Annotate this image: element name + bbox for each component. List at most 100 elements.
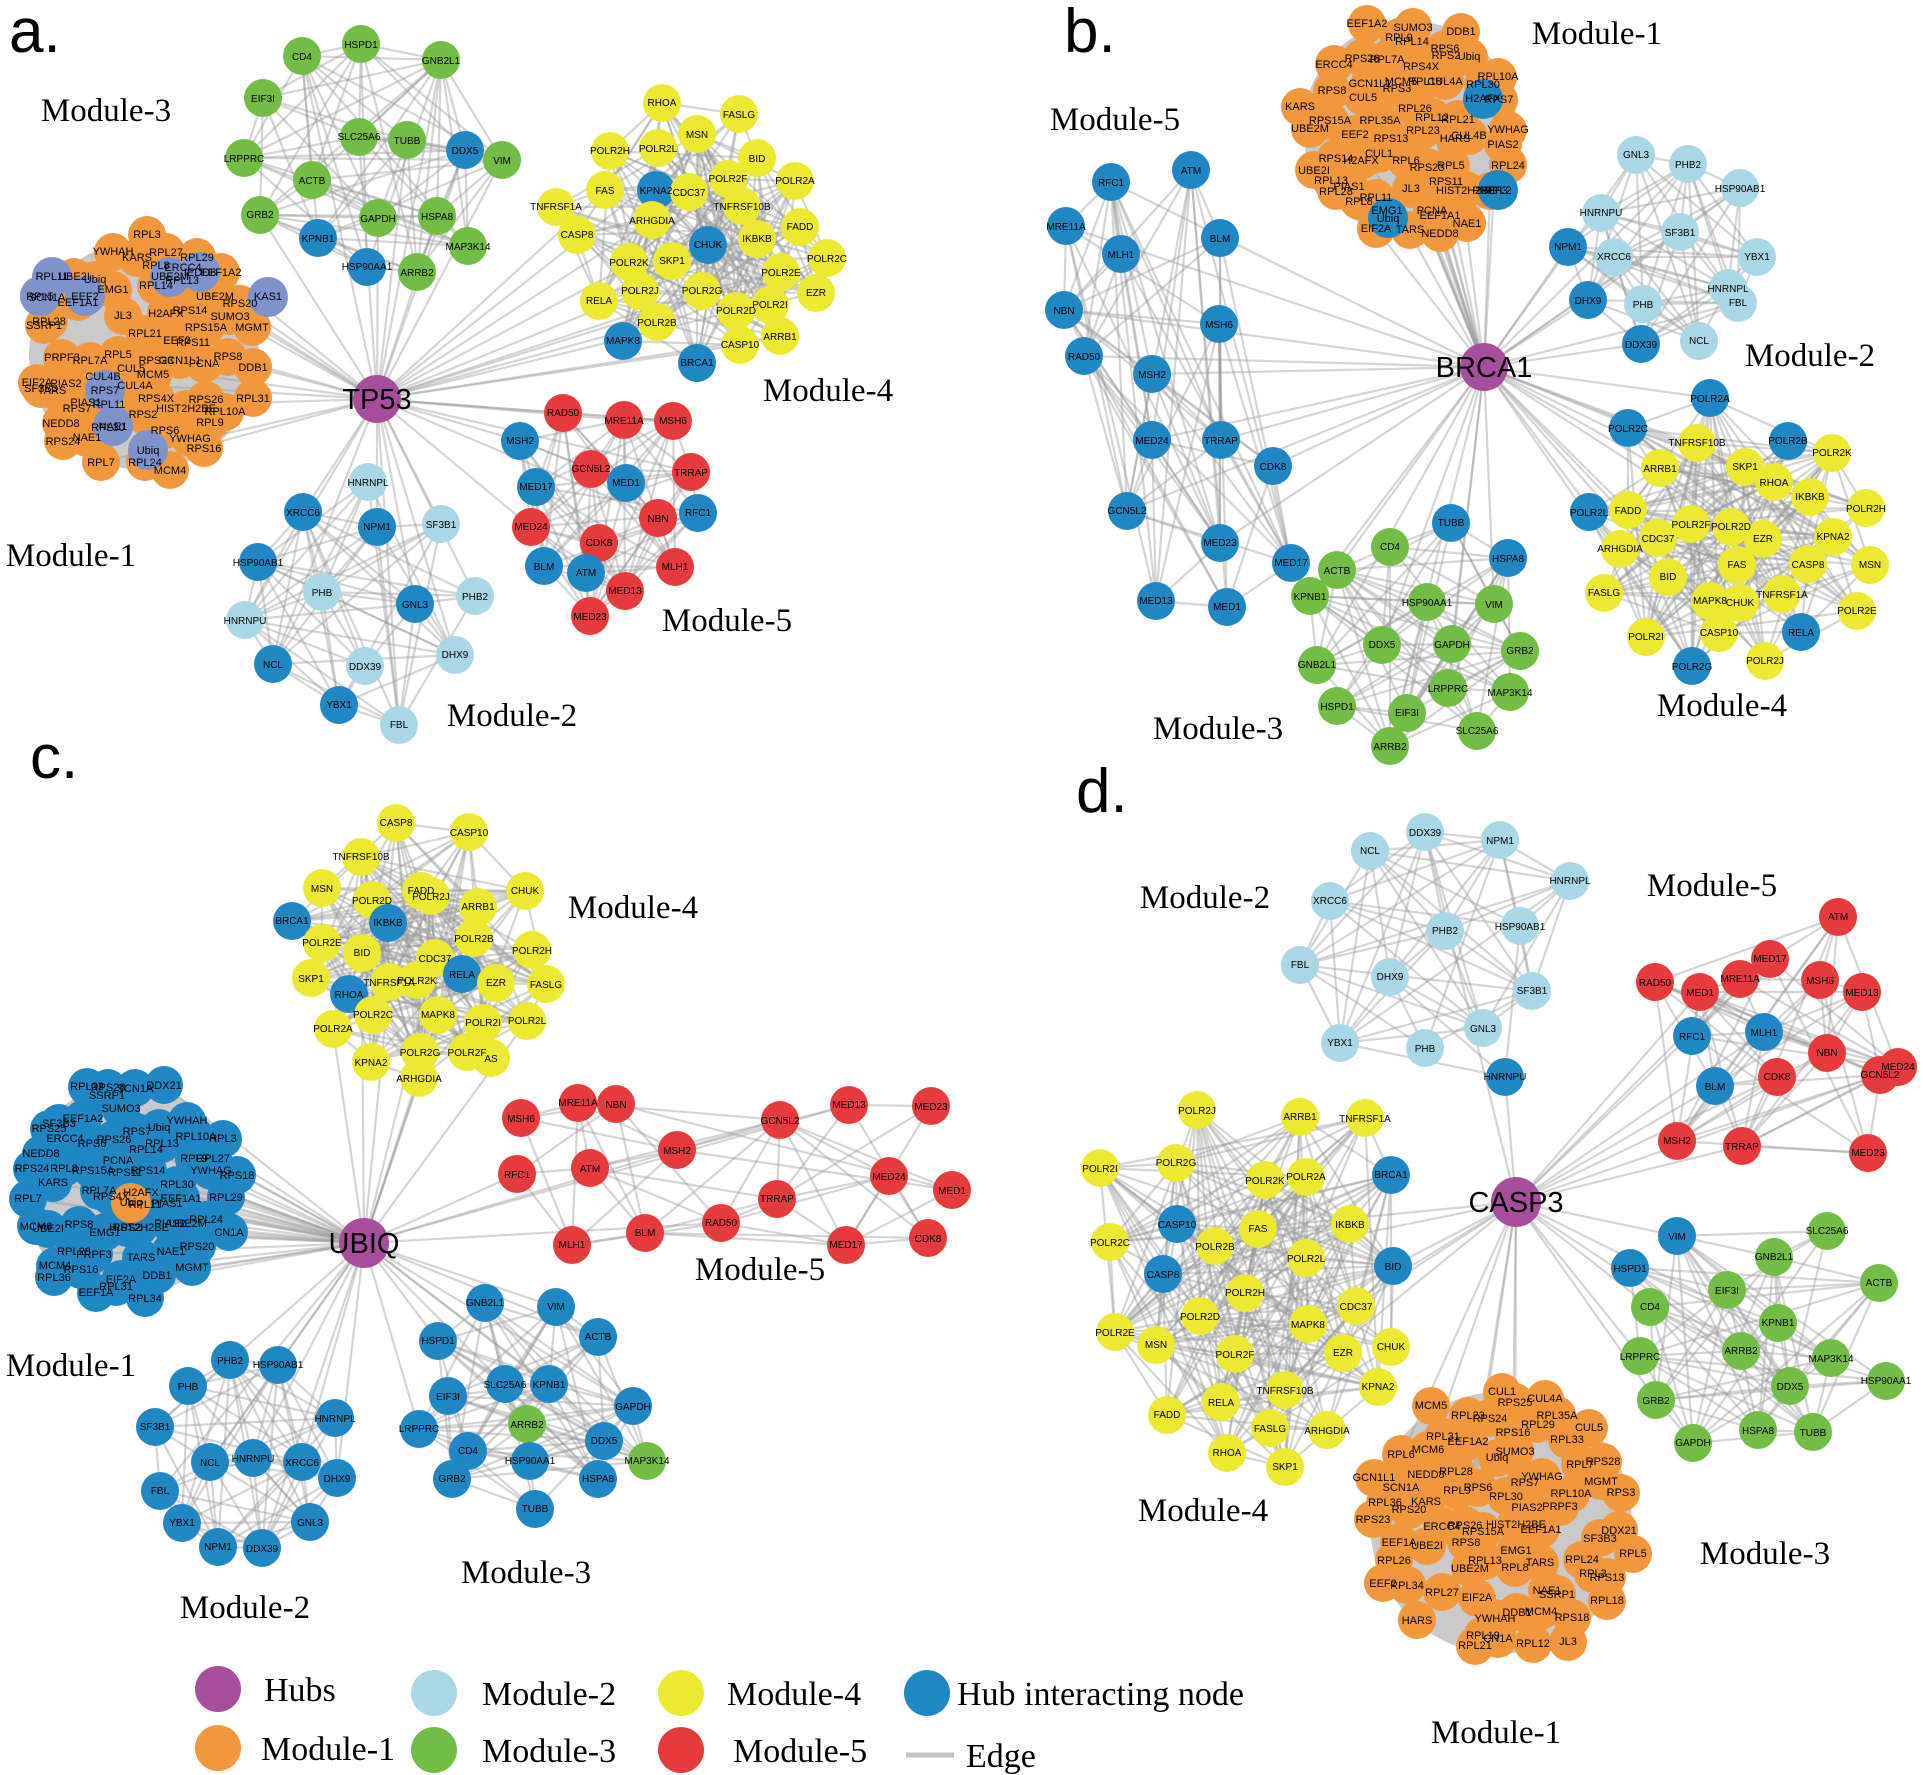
svg-text:RPL23: RPL23 (1451, 1410, 1485, 1422)
svg-text:CHUK: CHUK (511, 886, 540, 897)
svg-text:TNFRSF1A: TNFRSF1A (363, 978, 415, 989)
svg-text:CUL4B: CUL4B (85, 371, 120, 383)
svg-text:MAPK8: MAPK8 (1693, 596, 1727, 607)
svg-text:EZR: EZR (1753, 534, 1773, 545)
svg-text:RPL34: RPL34 (128, 1293, 162, 1305)
svg-text:MLH1: MLH1 (662, 562, 689, 573)
svg-text:BLM: BLM (1705, 1082, 1726, 1093)
svg-text:HSP90AA1: HSP90AA1 (1402, 598, 1453, 609)
svg-text:MSH6: MSH6 (659, 416, 687, 427)
svg-text:DDX5: DDX5 (452, 146, 479, 157)
svg-text:RPS20: RPS20 (180, 1241, 215, 1253)
svg-text:CDC37: CDC37 (1642, 534, 1675, 545)
svg-text:POLR2D: POLR2D (1711, 522, 1751, 533)
svg-text:MED13: MED13 (1845, 988, 1879, 999)
svg-text:ERCC4: ERCC4 (1423, 1521, 1460, 1533)
svg-text:BID: BID (354, 948, 371, 959)
svg-text:RPL8: RPL8 (1501, 1562, 1529, 1574)
svg-text:RPL11: RPL11 (93, 399, 126, 411)
svg-text:RPL9: RPL9 (180, 1153, 208, 1165)
svg-text:CDK8: CDK8 (1764, 1072, 1791, 1083)
svg-text:Module-2: Module-2 (1745, 338, 1875, 374)
svg-text:POLR2I: POLR2I (752, 300, 788, 311)
svg-text:RPL9: RPL9 (196, 417, 224, 429)
svg-text:MED23: MED23 (1203, 538, 1237, 549)
svg-text:CASP10: CASP10 (1700, 628, 1739, 639)
svg-text:TARS: TARS (38, 385, 67, 397)
svg-text:RPS24: RPS24 (1473, 1413, 1508, 1425)
svg-text:TARS: TARS (127, 1252, 156, 1264)
svg-text:SLC25A6: SLC25A6 (338, 132, 381, 143)
svg-text:RPS8: RPS8 (65, 1219, 94, 1231)
svg-text:MSH2: MSH2 (1663, 1136, 1691, 1147)
svg-text:ATM: ATM (1181, 166, 1201, 177)
svg-text:NAE1: NAE1 (1453, 218, 1482, 230)
svg-text:NCL: NCL (200, 1458, 220, 1469)
svg-text:RPL5: RPL5 (1437, 160, 1465, 172)
svg-text:Module-2: Module-2 (447, 698, 577, 734)
svg-text:RPL36: RPL36 (1368, 1497, 1402, 1509)
svg-text:CASP8: CASP8 (1147, 1270, 1180, 1281)
svg-text:a.: a. (9, 0, 61, 66)
svg-text:SF3B1: SF3B1 (1517, 986, 1548, 997)
svg-text:GCN5L2: GCN5L2 (1861, 1070, 1900, 1081)
svg-text:Module-3: Module-3 (1153, 711, 1283, 747)
svg-text:PIAS2: PIAS2 (1487, 139, 1518, 151)
svg-text:MAP3K14: MAP3K14 (624, 1456, 669, 1467)
svg-text:HNRNPU: HNRNPU (1580, 208, 1623, 219)
svg-text:UBIQ: UBIQ (329, 1228, 400, 1260)
svg-text:RPL12: RPL12 (1415, 112, 1449, 124)
svg-text:EEF1A2: EEF1A2 (201, 267, 242, 279)
svg-text:SKP1: SKP1 (659, 256, 685, 267)
svg-text:RELA: RELA (1208, 1398, 1234, 1409)
svg-text:ATM: ATM (580, 1164, 600, 1175)
svg-text:GRB2: GRB2 (438, 1474, 466, 1485)
svg-text:Module-4: Module-4 (1138, 1493, 1268, 1529)
svg-text:RPS26: RPS26 (97, 1134, 132, 1146)
svg-text:RPS3: RPS3 (1383, 83, 1412, 95)
svg-text:NBN: NBN (1816, 1048, 1837, 1059)
svg-text:RPL10A: RPL10A (176, 1131, 218, 1143)
svg-text:POLR2A: POLR2A (313, 1024, 353, 1035)
svg-text:RPL29: RPL29 (1521, 1419, 1555, 1431)
svg-text:Ubiq: Ubiq (1486, 1452, 1509, 1464)
svg-text:RPS8: RPS8 (1318, 85, 1347, 97)
svg-text:RPL31: RPL31 (1426, 1431, 1460, 1443)
svg-text:H2AFX: H2AFX (1465, 93, 1501, 105)
svg-text:MAP3K14: MAP3K14 (1808, 1354, 1853, 1365)
svg-text:GNB2L1: GNB2L1 (1298, 660, 1337, 671)
svg-text:VIM: VIM (493, 156, 511, 167)
svg-text:RPL13: RPL13 (165, 275, 199, 287)
svg-text:NPM1: NPM1 (204, 1542, 232, 1553)
svg-text:SF3B1: SF3B1 (1665, 228, 1696, 239)
svg-text:RPL6: RPL6 (1387, 1449, 1415, 1461)
svg-text:CN1A: CN1A (214, 1227, 244, 1239)
svg-text:UBE2M: UBE2M (151, 271, 189, 283)
svg-text:RPL7: RPL7 (87, 457, 115, 469)
svg-text:KPNA2: KPNA2 (640, 186, 673, 197)
svg-text:GNL3: GNL3 (1470, 1024, 1497, 1035)
svg-text:POLR2F: POLR2F (1216, 1350, 1255, 1361)
svg-text:EIF3I: EIF3I (1715, 1286, 1739, 1297)
svg-text:SUMO3: SUMO3 (101, 1103, 140, 1115)
svg-text:UBE2M: UBE2M (1291, 123, 1329, 135)
svg-text:HNRNPL: HNRNPL (314, 1414, 356, 1425)
svg-text:RPS15A: RPS15A (72, 1165, 115, 1177)
svg-text:POLR2D: POLR2D (716, 306, 756, 317)
svg-text:RFC1: RFC1 (1679, 1032, 1706, 1043)
svg-text:RHOA: RHOA (335, 990, 364, 1001)
svg-text:SCN1A: SCN1A (1383, 1482, 1420, 1494)
svg-text:RPS25: RPS25 (32, 1123, 67, 1135)
svg-text:MED24: MED24 (1135, 436, 1169, 447)
svg-text:MED13: MED13 (1139, 596, 1173, 607)
svg-text:SCN1A: SCN1A (29, 292, 66, 304)
svg-text:MAP3K14: MAP3K14 (445, 242, 490, 253)
svg-text:NPM1: NPM1 (363, 522, 391, 533)
svg-text:KPNB1: KPNB1 (533, 1380, 566, 1391)
svg-text:YBX1: YBX1 (1327, 1038, 1353, 1049)
svg-text:MED17: MED17 (829, 1240, 863, 1251)
svg-text:RPL19: RPL19 (1466, 1630, 1500, 1642)
svg-text:TNFRSF10B: TNFRSF10B (1668, 438, 1726, 449)
svg-text:POLR2C: POLR2C (807, 254, 847, 265)
svg-text:FBL: FBL (390, 720, 409, 731)
